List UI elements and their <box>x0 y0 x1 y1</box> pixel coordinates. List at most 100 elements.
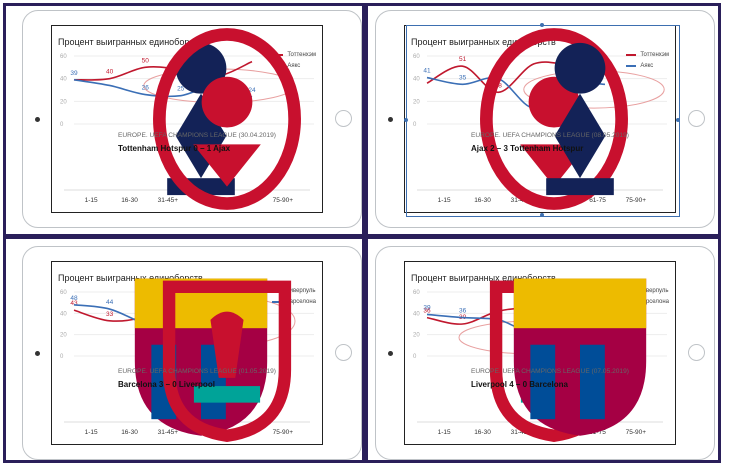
match-competition: EUROPE. UEFA CHAMPIONS LEAGUE (30.04.201… <box>118 132 276 139</box>
x-tick-label: 16-30 <box>474 429 491 436</box>
chart-title: Процент выигранных единоборств <box>411 37 556 47</box>
y-tick-label: 0 <box>60 354 64 360</box>
x-tick-label: 16-30 <box>121 197 138 204</box>
tablet-camera <box>388 117 393 122</box>
selection-handle[interactable] <box>676 118 680 122</box>
x-tick-label: 1-15 <box>438 429 451 436</box>
horizontal-divider <box>3 234 721 239</box>
data-label: 33 <box>106 311 114 318</box>
tablet-panel-1: Процент выигранных единоборств 60 40 20 0 1-… <box>22 10 362 228</box>
ajax-logo <box>153 28 301 210</box>
selection-box[interactable] <box>406 25 680 217</box>
liverpool-logo <box>162 280 292 442</box>
data-label: 25 <box>177 86 185 93</box>
data-label: 26 <box>142 85 150 92</box>
tottenham-logo <box>546 42 614 196</box>
x-tick-label: 75-90+ <box>626 197 647 204</box>
tablet-home-button[interactable] <box>335 110 352 127</box>
y-tick-label: 0 <box>413 122 417 128</box>
data-label: 24 <box>248 87 256 94</box>
tablet-panel-3: Процент выигранных единоборств 60 40 20 0 1-… <box>22 246 362 460</box>
y-tick-label: 60 <box>413 290 420 296</box>
y-tick-label: 40 <box>413 311 420 317</box>
match-result: Liverpool 4 – 0 Barcelona <box>471 380 568 389</box>
data-label: 43 <box>70 300 78 307</box>
y-tick-label: 0 <box>413 354 417 360</box>
data-label: 36 <box>423 308 431 315</box>
chart-title: Процент выигранных единоборств <box>411 273 556 283</box>
x-tick-label: 75-90+ <box>273 429 294 436</box>
match-result: Tottenham Hotspur 0 – 1 Ajax <box>118 144 231 153</box>
chart-screen: Процент выигранных единоборств 60 40 20 0 1-… <box>51 261 323 445</box>
x-tick-label: 31-45+ <box>511 197 532 204</box>
x-tick-label: 1-15 <box>85 197 98 204</box>
data-label: 36 <box>459 308 467 315</box>
x-tick-label: 31-45+ <box>158 429 179 436</box>
tablet-home-button[interactable] <box>688 110 705 127</box>
chart-screen: Процент выигранных единоборств 60 40 20 0 1-… <box>404 25 676 213</box>
barcelona-logo <box>513 278 647 436</box>
x-tick-label: 75-90+ <box>626 429 647 436</box>
legend-label: Ливерпуль <box>285 288 316 294</box>
match-competition: EUROPE. UEFA CHAMPIONS LEAGUE (01.05.201… <box>118 368 276 375</box>
data-label: 51 <box>459 56 467 63</box>
vertical-divider <box>362 3 368 463</box>
legend: Тоттенхэм Аякс <box>626 52 669 74</box>
legend-label: Аякс <box>287 63 301 69</box>
legend-label: Барселона <box>285 299 316 305</box>
y-tick-label: 0 <box>60 122 64 128</box>
legend-item: Барселона <box>271 299 316 305</box>
chart-title: Процент выигранных единоборств <box>58 273 203 283</box>
legend-item: Аякс <box>626 63 669 69</box>
data-label: 50 <box>142 57 150 64</box>
legend-label: Аякс <box>640 63 654 69</box>
y-tick-label: 20 <box>60 99 67 105</box>
x-tick-label: 61-75 <box>589 197 606 204</box>
tablet-home-button[interactable] <box>688 344 705 361</box>
x-tick-label: 61-75 <box>589 429 606 436</box>
data-label: 28 <box>495 82 503 89</box>
y-tick-label: 40 <box>60 77 67 83</box>
tablet-camera <box>388 351 393 356</box>
tablet-home-button[interactable] <box>335 344 352 361</box>
selection-handle[interactable] <box>404 118 408 122</box>
x-tick-label: 16-30 <box>121 429 138 436</box>
y-tick-label: 20 <box>60 333 67 339</box>
legend-label: Ливерпуль <box>638 288 669 294</box>
data-label: 40 <box>106 69 114 76</box>
data-label: 41 <box>423 68 431 75</box>
chart-screen: Процент выигранных единоборств 60 40 20 0 1-… <box>51 25 323 213</box>
data-label: 39 <box>423 304 431 311</box>
selection-handle[interactable] <box>540 213 544 217</box>
x-tick-label: 31-45+ <box>511 429 532 436</box>
x-tick-label: 75-90+ <box>273 197 294 204</box>
legend-item: Тоттенхэм <box>626 52 669 58</box>
tablet-panel-2: Процент выигранных единоборств 60 40 20 0 1-… <box>375 10 715 228</box>
data-label: 48 <box>70 295 78 302</box>
y-tick-label: 60 <box>413 54 420 60</box>
chart-title: Процент выигранных единоборств <box>58 37 203 47</box>
x-tick-label: 31-45+ <box>158 197 179 204</box>
data-label: 39 <box>70 70 78 77</box>
match-result: Barcelona 3 – 0 Liverpool <box>118 380 215 389</box>
match-competition: EUROPE. UEFA CHAMPIONS LEAGUE (08.05.201… <box>471 132 629 139</box>
y-tick-label: 60 <box>60 290 67 296</box>
chart-screen: Процент выигранных единоборств 60 40 20 0 1-… <box>404 261 676 445</box>
match-result: Ajax 2 – 3 Tottenham Hotspur <box>471 144 584 153</box>
tablet-panel-4: Процент выигранных единоборств 60 40 20 0 1-… <box>375 246 715 460</box>
legend-label: Тоттенхэм <box>640 52 669 58</box>
selection-handle[interactable] <box>540 23 544 27</box>
tablet-camera <box>35 117 40 122</box>
match-competition: EUROPE. UEFA CHAMPIONS LEAGUE (07.05.201… <box>471 368 629 375</box>
y-tick-label: 20 <box>413 333 420 339</box>
tablet-camera <box>35 351 40 356</box>
x-tick-label: 1-15 <box>438 197 451 204</box>
data-label: 44 <box>106 299 114 306</box>
x-tick-label: 16-30 <box>474 197 491 204</box>
data-label: 35 <box>459 74 467 81</box>
legend-label: Тоттенхэм <box>287 52 316 58</box>
x-tick-label: 1-15 <box>85 429 98 436</box>
y-tick-label: 40 <box>413 77 420 83</box>
y-tick-label: 60 <box>60 54 67 60</box>
